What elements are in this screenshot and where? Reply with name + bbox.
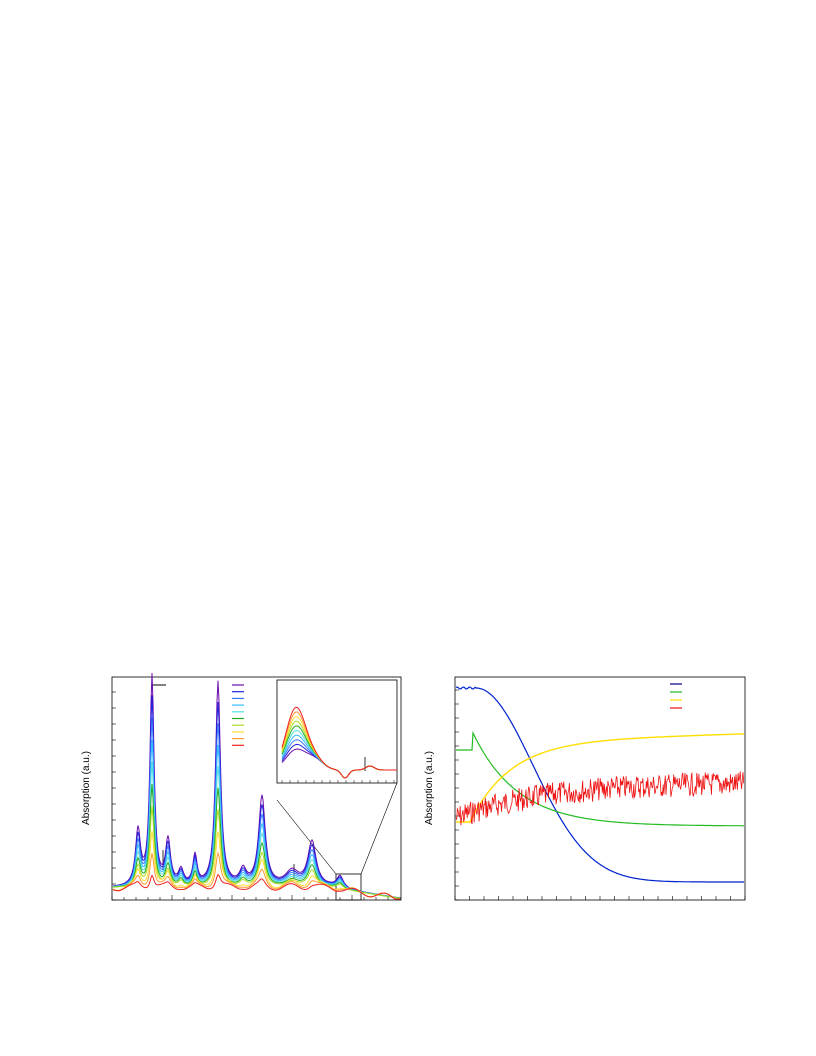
zoom-box	[335, 873, 362, 901]
y-axis-label: Absorption (a.u.)	[424, 751, 435, 825]
kinetic-trace	[455, 771, 745, 826]
inset-frame	[276, 679, 398, 784]
zoom-line	[360, 782, 398, 875]
kinetic-trace	[455, 686, 744, 883]
zoom-line	[276, 799, 337, 875]
spectrum	[112, 873, 400, 900]
right-panel: Absorption (a.u.)	[424, 676, 746, 901]
kinetic-trace	[456, 733, 744, 823]
y-axis-label: Absorption (a.u.)	[81, 751, 92, 825]
inset-spectrum	[281, 706, 397, 779]
left-panel: Absorption (a.u.)	[81, 673, 402, 901]
plot-frame	[111, 676, 402, 901]
kinetic-trace	[456, 730, 744, 827]
